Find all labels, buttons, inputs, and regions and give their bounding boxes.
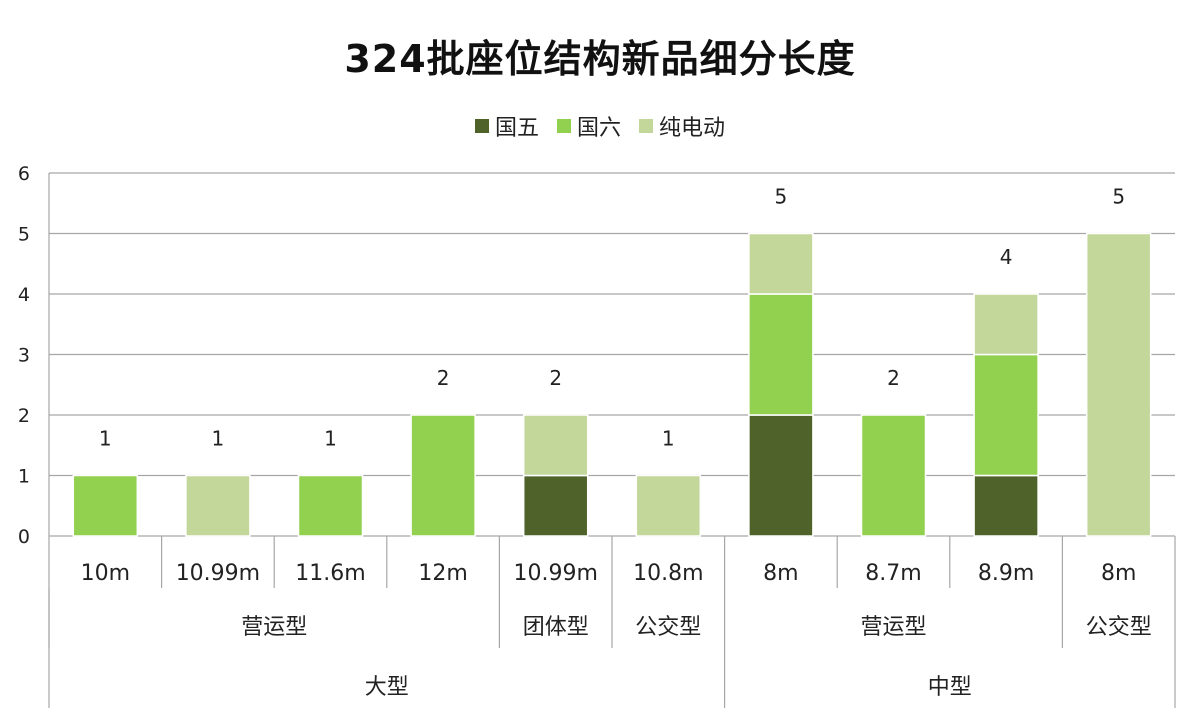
data-label: 2 — [887, 366, 900, 390]
legend: 国五 国六 纯电动 — [0, 110, 1200, 142]
y-tick-label: 1 — [18, 466, 30, 488]
group-label: 团体型 — [523, 615, 589, 640]
y-tick-label: 3 — [18, 345, 30, 367]
data-label: 1 — [99, 427, 112, 451]
bar-segment — [748, 232, 814, 295]
bar-segment — [1085, 232, 1152, 537]
x-tick-label: 8m — [763, 561, 798, 586]
data-label: 1 — [662, 427, 675, 451]
legend-label: 国五 — [494, 116, 539, 141]
x-tick-label: 10.8m — [633, 561, 703, 586]
legend-item: 国六 — [556, 110, 621, 142]
bar-segment — [410, 414, 476, 537]
bar-segment — [973, 474, 1039, 537]
y-tick-label: 2 — [18, 405, 30, 427]
bar-segment — [973, 353, 1039, 477]
data-label: 5 — [775, 185, 788, 209]
bar-segment — [748, 414, 814, 537]
bar-segment — [748, 293, 814, 416]
bar-segment — [635, 474, 702, 537]
data-label: 5 — [1112, 185, 1125, 209]
legend-label: 纯电动 — [659, 116, 726, 141]
group-label: 中型 — [928, 675, 972, 700]
group-label: 大型 — [365, 675, 409, 700]
data-label: 1 — [324, 427, 337, 451]
y-tick-label: 6 — [18, 163, 30, 185]
group-label: 公交型 — [635, 615, 701, 640]
x-tick-label: 10.99m — [513, 561, 597, 586]
bar-segment — [72, 474, 139, 537]
bar-segment — [973, 293, 1039, 356]
group-label: 公交型 — [1086, 615, 1152, 640]
legend-item: 纯电动 — [639, 110, 725, 142]
bar-segment — [522, 474, 589, 537]
legend-swatch — [639, 119, 653, 133]
bar-segment — [185, 474, 251, 537]
y-tick-label: 5 — [18, 224, 30, 246]
x-tick-label: 10.99m — [176, 561, 260, 586]
bar-segment — [297, 474, 364, 537]
x-tick-label: 11.6m — [295, 561, 365, 586]
group-label: 营运型 — [860, 615, 926, 640]
bar-segment — [522, 414, 589, 477]
x-tick-label: 8m — [1101, 561, 1136, 586]
x-tick-label: 12m — [418, 561, 467, 586]
x-tick-label: 8.7m — [865, 561, 921, 586]
x-tick-label: 8.9m — [978, 561, 1034, 586]
data-label: 2 — [437, 366, 450, 390]
y-tick-label: 0 — [18, 526, 30, 548]
data-label: 2 — [549, 366, 562, 390]
x-tick-label: 10m — [81, 561, 130, 586]
group-label: 营运型 — [241, 615, 307, 640]
y-tick-label: 4 — [18, 284, 30, 306]
legend-swatch — [556, 119, 571, 133]
data-label: 1 — [212, 427, 225, 451]
data-label: 4 — [1000, 245, 1013, 269]
chart-title: 324批座位结构新品细分长度 — [344, 37, 856, 81]
legend-swatch — [474, 119, 489, 133]
legend-label: 国六 — [576, 116, 621, 141]
legend-item: 国五 — [474, 110, 539, 142]
bar-segment — [860, 414, 927, 537]
